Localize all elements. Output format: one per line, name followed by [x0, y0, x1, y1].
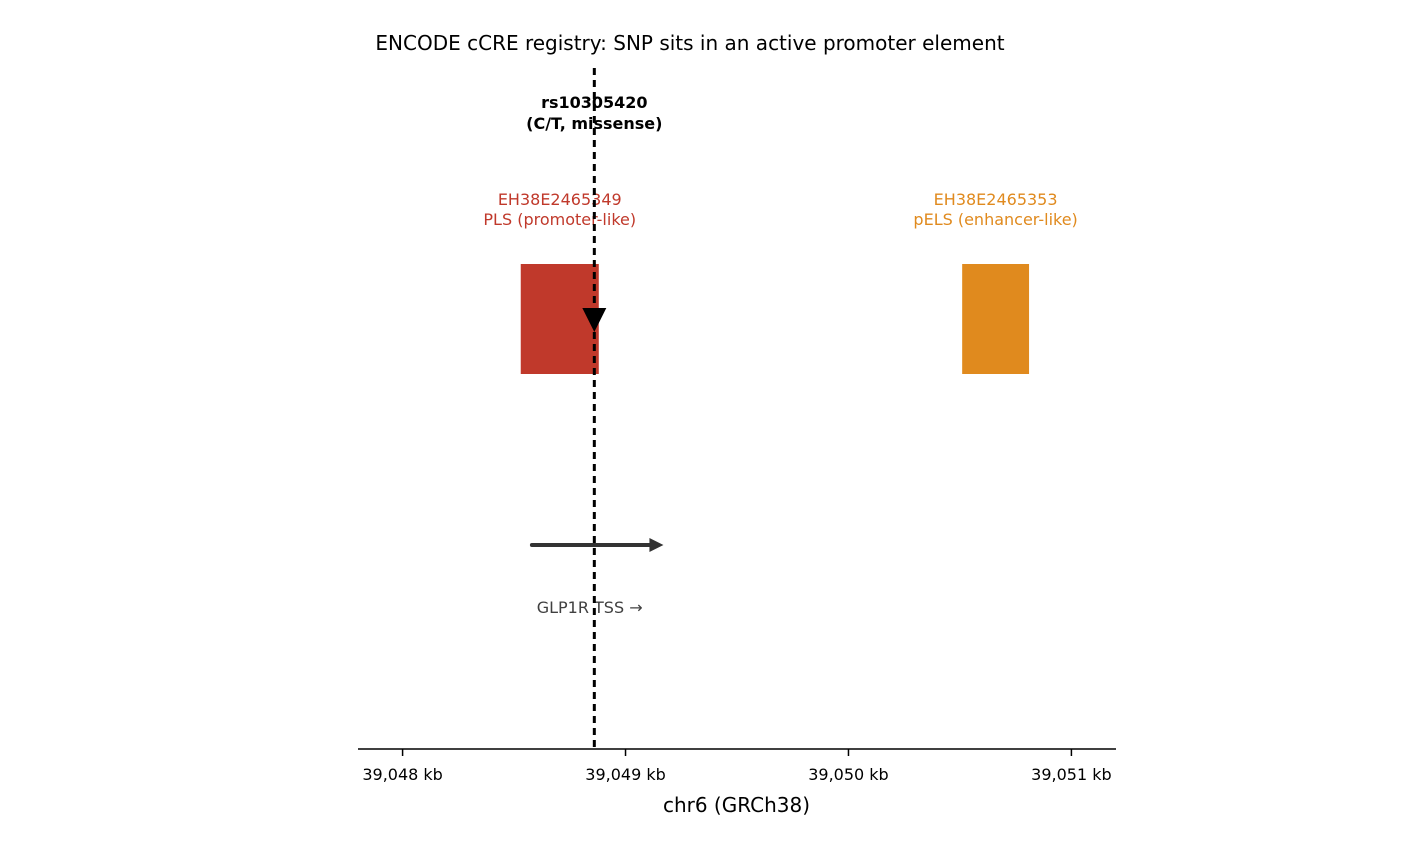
- snp-id-label: rs10305420: [541, 93, 647, 112]
- gene-layer: GLP1R TSS →: [529, 538, 664, 617]
- ccre-accession-label: EH38E2465349: [498, 190, 622, 209]
- x-tick-label: 39,051 kb: [1031, 765, 1112, 784]
- x-axis: 39,048 kb 39,049 kb 39,050 kb 39,051 kb: [358, 748, 1116, 784]
- snp-detail-label: (C/T, missense): [526, 114, 662, 133]
- snp-layer: rs10305420 (C/T, missense): [526, 68, 662, 749]
- gene-tss-arrow-head: [649, 538, 664, 552]
- chart-title: ENCODE cCRE registry: SNP sits in an act…: [375, 31, 1004, 55]
- ccre-box-eh38e2465349: [520, 264, 599, 374]
- x-tick-label: 39,048 kb: [362, 765, 443, 784]
- ccre-class-label: pELS (enhancer-like): [913, 210, 1077, 229]
- gene-tss-label: GLP1R TSS →: [537, 598, 643, 617]
- ccre-box-eh38e2465353: [962, 264, 1030, 374]
- ccre-class-label: PLS (promoter-like): [483, 210, 636, 229]
- snp-marker-triangle: [582, 308, 607, 332]
- x-axis-label: chr6 (GRCh38): [663, 793, 810, 817]
- ccre-accession-label: EH38E2465353: [934, 190, 1058, 209]
- x-tick-label: 39,049 kb: [585, 765, 666, 784]
- x-tick-label: 39,050 kb: [808, 765, 889, 784]
